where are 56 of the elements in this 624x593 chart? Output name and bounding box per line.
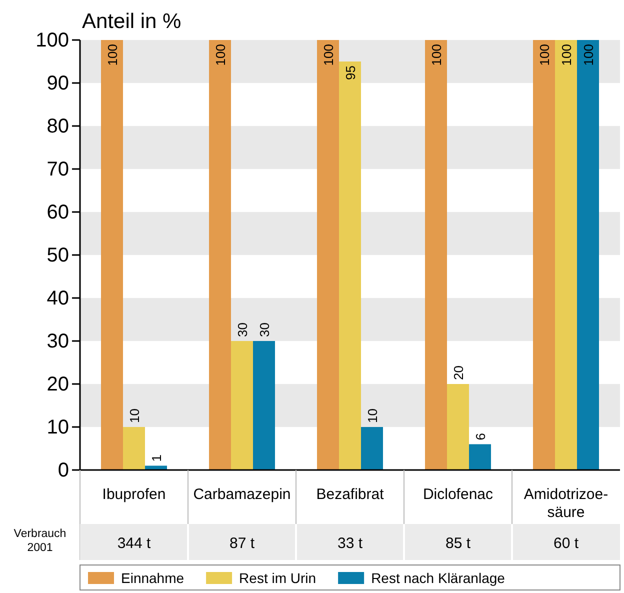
data-label: 1 <box>149 454 164 462</box>
data-label: 100 <box>537 44 552 66</box>
y-tick-label: 100 <box>36 29 69 52</box>
bar <box>145 466 167 470</box>
y-tick-label: 60 <box>46 201 69 224</box>
bar <box>101 40 123 470</box>
data-label: 100 <box>105 44 120 66</box>
y-tick-label: 90 <box>46 72 69 94</box>
text: 60 t <box>553 535 580 552</box>
bar <box>253 341 275 470</box>
data-label: 10 <box>127 408 142 423</box>
y-tick-label: 30 <box>46 330 69 352</box>
bar <box>555 40 577 470</box>
data-label: 100 <box>581 44 596 66</box>
data-label: 30 <box>235 322 250 337</box>
bar <box>447 384 469 470</box>
bar <box>533 40 555 470</box>
chart-title: Anteil in % <box>82 10 182 33</box>
legend-label: Einnahme <box>121 570 184 586</box>
x-tick-label: Carbamazepin <box>193 486 291 503</box>
data-label: 100 <box>213 44 228 66</box>
data-label: 100 <box>559 44 574 66</box>
bar <box>317 40 339 470</box>
bar <box>339 62 361 470</box>
legend-label: Rest nach Kläranlage <box>371 570 506 586</box>
bar <box>231 341 253 470</box>
data-label: 30 <box>257 322 272 337</box>
text: 87 t <box>229 535 256 552</box>
data-label: 100 <box>429 44 444 66</box>
data-label: 10 <box>365 408 380 423</box>
text: 33 t <box>337 535 364 552</box>
text: 344 t <box>117 535 152 552</box>
x-tick-label: Bezafibrat <box>316 486 385 503</box>
x-tick-label: Ibuprofen <box>102 486 166 503</box>
x-tick-label: Diclofenac <box>422 486 494 503</box>
legend-label: Rest im Urin <box>239 570 316 586</box>
y-tick-label: 50 <box>46 244 69 266</box>
bar <box>469 444 491 470</box>
y-tick-label: 80 <box>46 115 69 138</box>
bar <box>425 40 447 470</box>
text: Verbrauch 2001 <box>14 528 66 554</box>
data-label: 100 <box>321 44 336 66</box>
y-tick-label: 10 <box>46 416 69 438</box>
y-tick-label: 20 <box>46 373 69 396</box>
bar <box>123 427 145 470</box>
y-tick-label: 0 <box>58 459 69 482</box>
text: 85 t <box>445 535 472 552</box>
bar <box>577 40 599 470</box>
bar <box>209 40 231 470</box>
data-label: 20 <box>451 366 466 380</box>
data-label: 95 <box>343 66 358 80</box>
y-tick-label: 70 <box>46 158 69 180</box>
x-tick-label: Amidotrizoe- säure <box>524 486 608 521</box>
y-tick-label: 40 <box>46 287 69 310</box>
data-label: 6 <box>473 432 488 440</box>
bar <box>361 427 383 470</box>
